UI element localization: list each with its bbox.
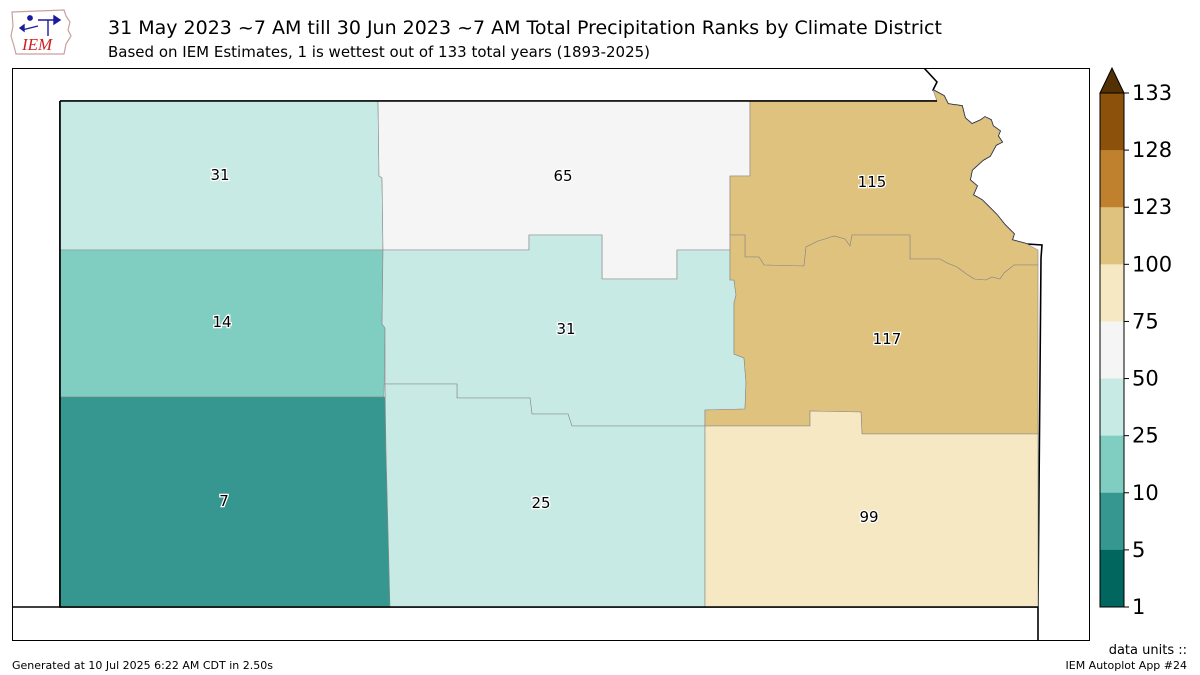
district-east-central — [704, 234, 1039, 435]
colorbar-segment — [1100, 321, 1124, 380]
colorbar-segment — [1100, 207, 1124, 265]
colorbar-tick-label: 1 — [1132, 595, 1145, 619]
rank-label-northeast: 115 — [858, 173, 887, 191]
colorbar-segment — [1100, 93, 1124, 151]
page-subtitle: Based on IEM Estimates, 1 is wettest out… — [108, 43, 651, 61]
rank-label-north-central: 65 — [553, 167, 572, 185]
rank-label-central: 31 — [556, 320, 575, 338]
page-title: 31 May 2023 ~7 AM till 30 Jun 2023 ~7 AM… — [108, 17, 942, 39]
colorbar-ticks: 133 128 123 100 75 50 25 10 5 1 — [1124, 81, 1172, 619]
app-label: IEM Autoplot App #24 — [1065, 659, 1188, 672]
rank-label-west-central: 14 — [212, 313, 231, 331]
colorbar-tick-label: 133 — [1132, 81, 1172, 105]
colorbar-tick-label: 128 — [1132, 138, 1172, 162]
iem-logo-text: IEM — [21, 35, 53, 54]
rank-label-south-central: 25 — [531, 494, 550, 512]
rank-label-southwest: 7 — [219, 492, 229, 510]
data-units-label: data units :: — [1108, 643, 1187, 658]
iem-logo: IEM — [10, 9, 72, 55]
colorbar-tick-label: 25 — [1132, 424, 1159, 448]
rank-label-southeast: 99 — [859, 508, 878, 526]
colorbar-tick-label: 123 — [1132, 195, 1172, 219]
colorbar-segment — [1100, 549, 1124, 608]
colorbar-segment — [1100, 150, 1124, 208]
map-panel: 31 65 115 14 31 117 7 25 99 — [12, 68, 1090, 641]
colorbar-segment — [1100, 435, 1124, 494]
colorbar-segments — [1100, 93, 1124, 608]
rank-label-east-central: 117 — [873, 330, 902, 348]
colorbar-tick-label: 5 — [1132, 538, 1145, 562]
colorbar-tick-label: 100 — [1132, 252, 1172, 276]
colorbar-tick-label: 50 — [1132, 367, 1159, 391]
colorbar-frame — [1099, 92, 1125, 608]
generated-timestamp: Generated at 10 Jul 2025 6:22 AM CDT in … — [12, 659, 273, 672]
colorbar-tick-label: 10 — [1132, 481, 1159, 505]
rank-label-northwest: 31 — [210, 166, 229, 184]
colorbar-extend-arrow — [1099, 66, 1125, 94]
weather-station-icon — [18, 14, 62, 36]
colorbar-segment — [1100, 264, 1124, 322]
kansas-border — [59, 100, 1038, 608]
colorbar: 133 128 123 100 75 50 25 10 5 1 — [1099, 66, 1172, 619]
district-south-central — [384, 383, 706, 608]
colorbar-segment — [1100, 492, 1124, 551]
colorbar-segment — [1100, 378, 1124, 437]
colorbar-tick-label: 75 — [1132, 309, 1159, 333]
